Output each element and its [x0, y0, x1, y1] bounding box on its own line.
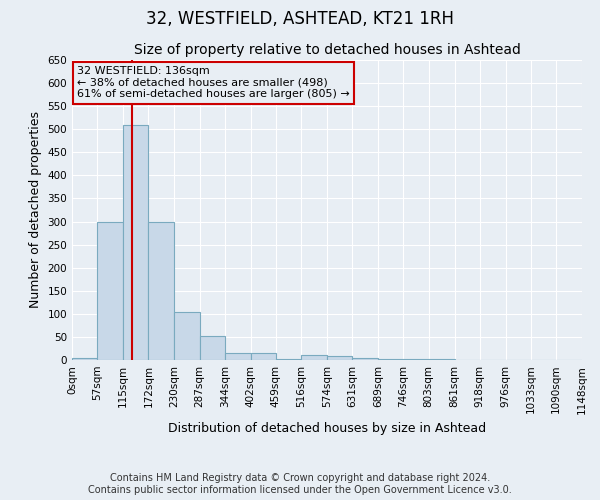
X-axis label: Distribution of detached houses by size in Ashtead: Distribution of detached houses by size …: [168, 422, 486, 435]
Bar: [123, 124, 148, 360]
Bar: [429, 359, 455, 360]
Title: Size of property relative to detached houses in Ashtead: Size of property relative to detached ho…: [134, 44, 520, 58]
Text: 32, WESTFIELD, ASHTEAD, KT21 1RH: 32, WESTFIELD, ASHTEAD, KT21 1RH: [146, 10, 454, 28]
Bar: [199, 336, 225, 360]
Bar: [301, 356, 327, 360]
Bar: [225, 353, 251, 360]
Text: Contains HM Land Registry data © Crown copyright and database right 2024.
Contai: Contains HM Land Registry data © Crown c…: [88, 474, 512, 495]
Bar: [72, 358, 97, 360]
Bar: [174, 312, 199, 360]
Bar: [97, 222, 123, 360]
Bar: [403, 359, 429, 360]
Bar: [327, 356, 352, 360]
Bar: [251, 353, 276, 360]
Text: 32 WESTFIELD: 136sqm
← 38% of detached houses are smaller (498)
61% of semi-deta: 32 WESTFIELD: 136sqm ← 38% of detached h…: [77, 66, 350, 99]
Bar: [148, 222, 174, 360]
Bar: [276, 359, 301, 360]
Y-axis label: Number of detached properties: Number of detached properties: [29, 112, 42, 308]
Bar: [352, 358, 378, 360]
Bar: [378, 359, 403, 360]
